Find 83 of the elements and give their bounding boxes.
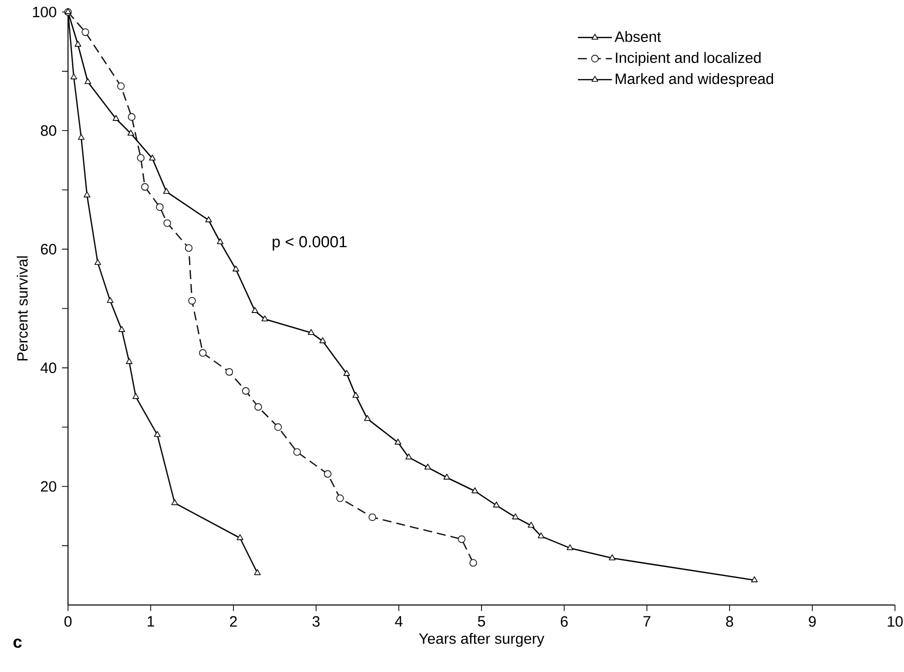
point <box>126 358 133 364</box>
y-axis-title: Percent survival <box>16 256 28 360</box>
x-tick-label: 5 <box>478 616 486 627</box>
x-axis-title: Years after surgery <box>418 632 544 647</box>
x-tick-label: 6 <box>560 616 568 627</box>
point <box>106 297 114 303</box>
point <box>205 216 212 222</box>
y-tick-label: 80 <box>40 125 56 136</box>
legend-label: Incipient and localized <box>616 52 761 66</box>
point <box>566 544 574 550</box>
point <box>274 423 282 431</box>
point <box>261 315 268 322</box>
point <box>78 134 85 140</box>
text: c <box>13 638 22 648</box>
point <box>128 130 134 136</box>
point <box>293 448 301 456</box>
point <box>188 297 196 305</box>
x-tick-label: 7 <box>644 616 650 626</box>
point <box>512 513 519 520</box>
point <box>254 403 262 411</box>
legend-label: Absent <box>614 31 661 42</box>
point <box>84 191 90 198</box>
point <box>368 513 376 522</box>
point <box>171 499 178 506</box>
point <box>117 82 125 90</box>
point <box>394 438 402 445</box>
point <box>118 326 126 332</box>
point <box>163 219 172 227</box>
x-tick-label: 10 <box>888 616 903 627</box>
y-tick-label: 40 <box>40 362 56 374</box>
y-tick-label: 20 <box>40 481 56 492</box>
point <box>252 307 258 313</box>
x-tick-label: 1 <box>148 616 154 626</box>
point <box>405 454 412 460</box>
point <box>364 415 371 421</box>
point <box>469 559 478 567</box>
point <box>70 73 78 80</box>
x-tick-label: 8 <box>726 616 734 627</box>
x-tick-label: 2 <box>230 616 237 627</box>
point <box>184 244 193 252</box>
point <box>608 554 616 560</box>
point <box>751 576 758 582</box>
point <box>199 349 207 357</box>
point <box>232 266 240 272</box>
point <box>493 502 500 508</box>
point <box>236 534 244 540</box>
point <box>254 569 261 576</box>
annotation: p < 0.0001 <box>272 236 347 250</box>
point <box>141 183 149 191</box>
point <box>458 535 466 543</box>
point <box>343 370 350 376</box>
point <box>132 393 140 399</box>
y-tick-label: 100 <box>33 6 56 18</box>
point <box>149 154 156 161</box>
point <box>136 154 145 162</box>
point <box>94 259 102 265</box>
point <box>336 494 344 502</box>
point <box>225 368 234 376</box>
point <box>324 470 332 478</box>
point <box>216 238 224 244</box>
point <box>443 474 450 480</box>
point <box>538 532 544 538</box>
point <box>112 114 120 121</box>
y-tick-label: 60 <box>40 244 56 254</box>
x-tick-label: 9 <box>808 616 816 627</box>
point <box>163 188 170 194</box>
point <box>128 113 136 121</box>
point <box>308 329 314 335</box>
point <box>472 487 478 494</box>
point <box>156 203 164 211</box>
point <box>84 78 92 84</box>
point <box>424 464 432 470</box>
x-tick-label: 0 <box>64 616 72 627</box>
point <box>528 522 534 528</box>
point <box>319 337 326 344</box>
point <box>82 28 90 36</box>
x-tick-label: 3 <box>312 616 320 627</box>
point <box>74 40 82 47</box>
x-tick-label: 4 <box>394 616 403 626</box>
point <box>242 387 250 395</box>
point <box>352 392 360 398</box>
point <box>154 431 161 437</box>
legend-label: Marked and widespread <box>616 73 774 88</box>
